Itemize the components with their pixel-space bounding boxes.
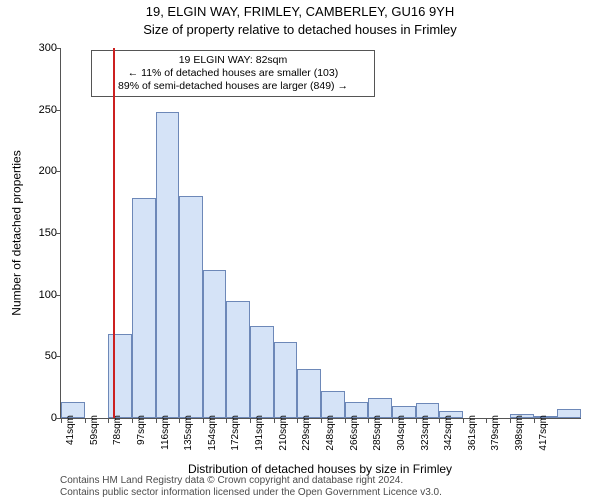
- plot-area: 19 ELGIN WAY: 82sqm ← 11% of detached ho…: [60, 48, 581, 419]
- x-tick-mark: [61, 418, 62, 423]
- histogram-bar: [108, 334, 132, 418]
- footer-line: Contains public sector information licen…: [60, 487, 442, 499]
- x-tick-label: 229sqm: [301, 415, 312, 451]
- x-tick-label: 116sqm: [160, 415, 171, 450]
- x-axis-label: Distribution of detached houses by size …: [60, 462, 580, 476]
- x-tick-mark: [132, 418, 133, 423]
- x-tick-mark: [368, 418, 369, 423]
- y-tick-label: 250: [23, 104, 57, 116]
- histogram-bar: [274, 342, 298, 418]
- histogram-bar: [297, 369, 321, 418]
- x-tick-label: 172sqm: [230, 415, 241, 451]
- x-tick-label: 248sqm: [325, 415, 336, 451]
- y-tick-label: 100: [23, 289, 57, 301]
- y-tick-mark: [56, 48, 61, 49]
- x-tick-mark: [321, 418, 322, 423]
- x-tick-mark: [274, 418, 275, 423]
- x-tick-label: 154sqm: [207, 415, 218, 451]
- histogram-bar: [132, 198, 156, 418]
- x-tick-mark: [439, 418, 440, 423]
- x-tick-label: 97sqm: [136, 415, 147, 445]
- x-tick-label: 59sqm: [89, 415, 100, 445]
- reference-line: [113, 48, 115, 418]
- y-tick-mark: [56, 233, 61, 234]
- x-tick-label: 417sqm: [538, 415, 549, 451]
- x-tick-label: 304sqm: [396, 415, 407, 451]
- x-tick-mark: [345, 418, 346, 423]
- x-tick-label: 379sqm: [490, 415, 501, 451]
- annotation-line: ← 11% of detached houses are smaller (10…: [98, 67, 368, 80]
- x-tick-label: 266sqm: [349, 415, 360, 451]
- x-tick-mark: [108, 418, 109, 423]
- chart-container: 19, ELGIN WAY, FRIMLEY, CAMBERLEY, GU16 …: [0, 0, 600, 500]
- x-tick-label: 342sqm: [443, 415, 454, 451]
- x-tick-label: 323sqm: [420, 415, 431, 451]
- x-tick-label: 210sqm: [278, 415, 289, 451]
- annotation-line: 19 ELGIN WAY: 82sqm: [98, 54, 368, 67]
- x-tick-mark: [203, 418, 204, 423]
- histogram-bar: [226, 301, 250, 418]
- histogram-bar: [203, 270, 227, 418]
- footer-line: Contains HM Land Registry data © Crown c…: [60, 475, 442, 487]
- x-tick-label: 78sqm: [112, 415, 123, 445]
- x-tick-mark: [534, 418, 535, 423]
- x-tick-mark: [179, 418, 180, 423]
- x-tick-mark: [486, 418, 487, 423]
- y-tick-label: 300: [23, 42, 57, 54]
- x-tick-mark: [510, 418, 511, 423]
- y-tick-label: 200: [23, 165, 57, 177]
- x-tick-mark: [85, 418, 86, 423]
- y-axis-label: Number of detached properties: [10, 48, 24, 418]
- y-tick-mark: [56, 110, 61, 111]
- histogram-bar: [156, 112, 180, 418]
- x-tick-mark: [250, 418, 251, 423]
- y-tick-mark: [56, 171, 61, 172]
- y-tick-mark: [56, 295, 61, 296]
- histogram-bar: [250, 326, 274, 419]
- x-tick-mark: [392, 418, 393, 423]
- y-tick-label: 150: [23, 227, 57, 239]
- y-tick-label: 0: [23, 412, 57, 424]
- x-tick-mark: [416, 418, 417, 423]
- x-tick-mark: [226, 418, 227, 423]
- x-tick-mark: [156, 418, 157, 423]
- annotation-line: 89% of semi-detached houses are larger (…: [98, 80, 368, 93]
- histogram-bar: [179, 196, 203, 418]
- x-tick-mark: [297, 418, 298, 423]
- x-tick-label: 135sqm: [183, 415, 194, 451]
- x-tick-label: 191sqm: [254, 415, 265, 451]
- footer-attribution: Contains HM Land Registry data © Crown c…: [60, 475, 442, 498]
- histogram-bar: [557, 409, 581, 418]
- x-tick-label: 361sqm: [467, 415, 478, 451]
- x-tick-label: 398sqm: [514, 415, 525, 451]
- chart-title: 19, ELGIN WAY, FRIMLEY, CAMBERLEY, GU16 …: [0, 4, 600, 19]
- y-tick-mark: [56, 356, 61, 357]
- y-tick-label: 50: [23, 350, 57, 362]
- x-tick-label: 285sqm: [372, 415, 383, 451]
- x-tick-label: 41sqm: [65, 415, 76, 445]
- x-tick-mark: [463, 418, 464, 423]
- annotation-box: 19 ELGIN WAY: 82sqm ← 11% of detached ho…: [91, 50, 375, 97]
- histogram-bar: [321, 391, 345, 418]
- chart-subtitle: Size of property relative to detached ho…: [0, 22, 600, 37]
